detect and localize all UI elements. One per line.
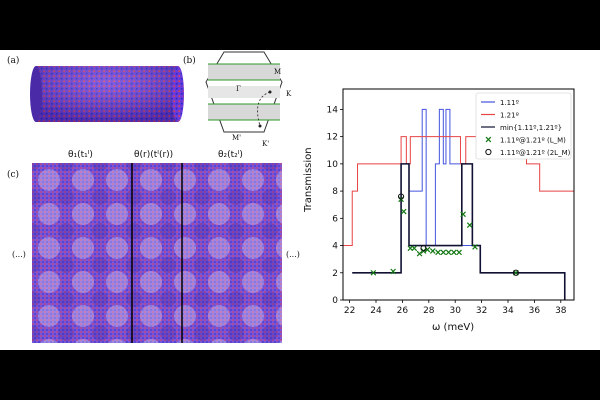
region-mid-label: θ(r)(tᴵ(r)) [134,150,174,160]
series-line-1 [343,136,575,247]
legend-marker-circle [485,148,492,156]
panel-a-label: (a) [7,56,20,66]
brillouin-zone-diagram [205,51,283,133]
y-tick-label: 14 [327,105,339,115]
data-point-x [411,245,418,252]
data-point-x [451,249,457,256]
legend-label-0: 1.11º [500,99,519,107]
x-tick-label: 28 [423,306,435,316]
legend-box [475,92,572,160]
x-tick-label: 34 [502,306,514,316]
y-tick-label: 10 [327,160,339,170]
x-tick-label: 22 [344,306,355,316]
bz-point-gamma: Γ [236,85,241,93]
region-left-label: θ₁(t₁ᴵ) [68,150,93,160]
y-tick-label: 6 [332,214,338,224]
data-point-circle [397,193,405,200]
data-point-x [466,222,473,228]
bz-point-K-prime: K' [262,140,270,148]
nanotube-image [30,66,184,122]
y-tick-label: 0 [332,296,338,306]
bz-point-K: K [286,90,292,98]
y-tick-label: 2 [332,269,338,279]
data-point-x [460,211,466,218]
data-point-circle [420,245,427,252]
moire-lattice-image [32,163,282,343]
figure-canvas: (a) (b) M Γ K M' [0,50,600,350]
y-tick-label: 4 [332,242,338,252]
y-tick-label: 8 [332,187,338,197]
x-tick-label: 38 [555,306,567,316]
data-point-x [416,250,423,257]
y-tick-label: 12 [327,133,338,143]
data-point-x [435,249,441,256]
bz-shaded-band-bottom [208,104,280,120]
data-point-x [400,208,407,215]
legend-label-1: 1.21º [500,112,519,120]
chart-legend: 1.11º 1.21º min{1.11º,1.21º} 1.11º@1.21º (L… [475,92,572,160]
bz-point-M-prime: M' [232,134,242,142]
bz-shaded-band-mid [208,86,280,98]
x-tick-label: 26 [397,306,409,316]
x-tick-label: 36 [529,306,541,316]
legend-marker-x [485,136,492,143]
legend-label-4: 1.11º@1.21º (2L_M) [500,149,571,157]
data-point-x [370,269,377,276]
ellipsis-right: (...) [286,250,300,259]
x-tick-label: 30 [449,306,461,316]
series-line-2 [352,163,566,300]
x-tick-label: 24 [370,306,382,316]
panel-c-label: (c) [7,170,20,180]
data-point-x [440,249,447,256]
data-point-x [390,268,396,275]
region-right-label: θ₂(t₂ᴵ) [218,150,243,160]
ellipsis-left: (...) [12,250,26,259]
bz-point-M: M [274,68,282,76]
bz-shaded-band-top [208,64,280,80]
panel-b-label: (b) [183,56,196,66]
data-point-x [445,249,452,256]
legend-label-2: min{1.11º,1.21º} [500,124,562,132]
data-point-x [472,244,478,250]
data-point-x [429,248,436,254]
data-point-x [456,249,462,256]
data-point-circle [512,269,520,276]
x-axis-label: ω (meV) [432,322,475,333]
plot-frame [342,88,575,301]
legend-label-3: 1.11º@1.21º (L_M) [500,137,566,145]
x-tick-label: 32 [476,306,487,316]
y-axis-label: Transmission [303,147,314,212]
